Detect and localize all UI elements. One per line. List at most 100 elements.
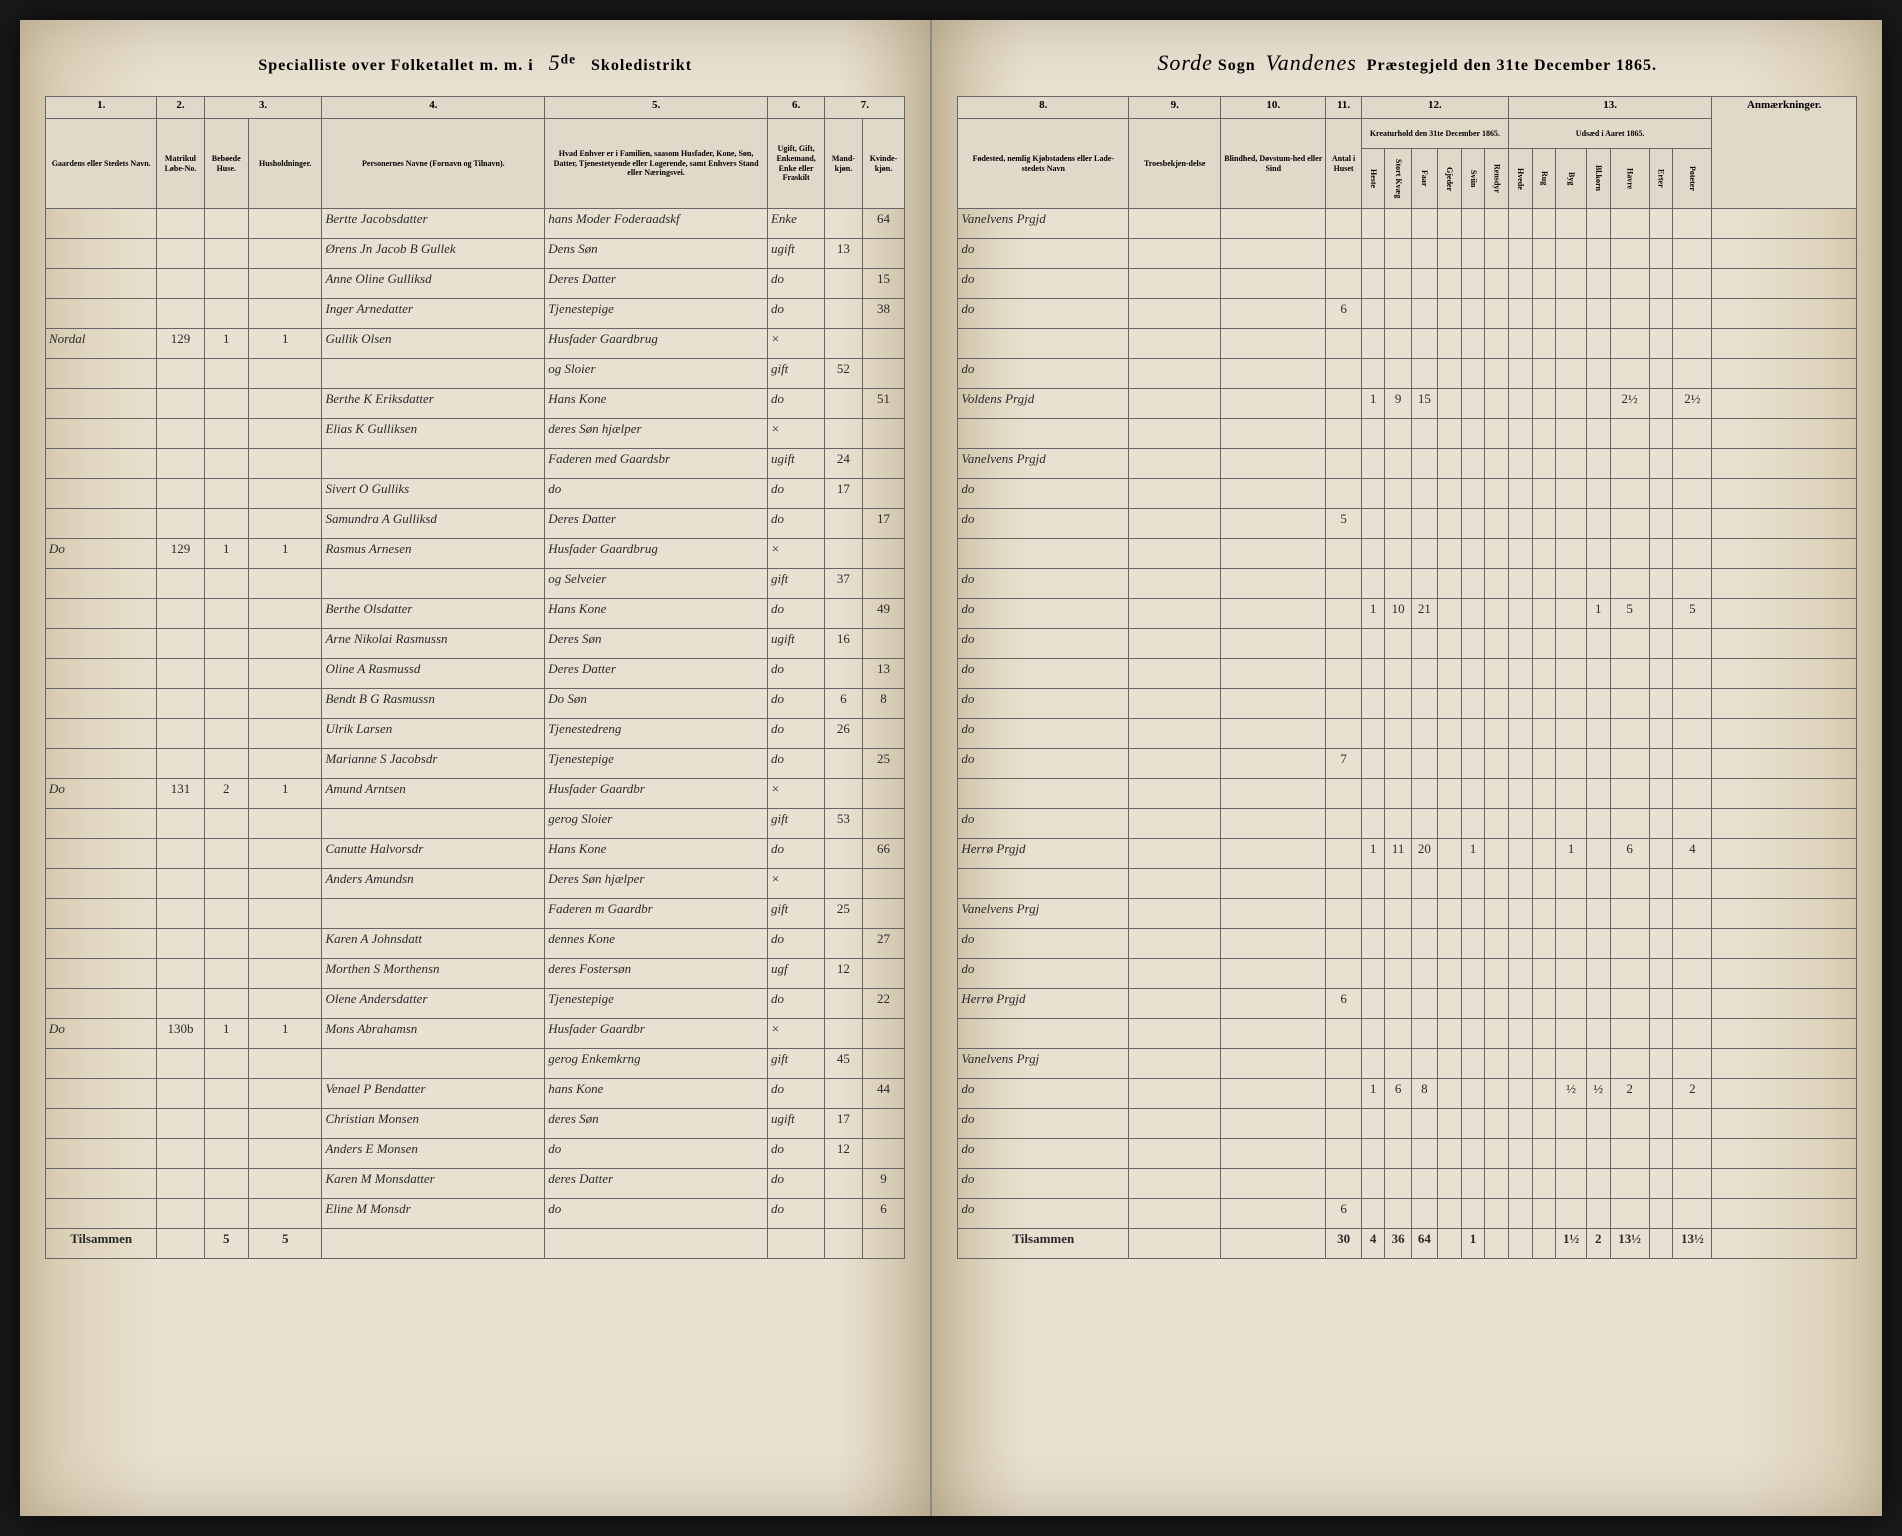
head-mand: Mand-kjøn.	[825, 119, 862, 209]
table-row	[958, 869, 1857, 899]
table-row: Nordal12911Gullik OlsenHusfader Gaardbru…	[46, 329, 905, 359]
head-huse: Bebøede Huse.	[204, 119, 248, 209]
col-7: 7.	[825, 97, 905, 119]
table-row: Vanelvens Prgj	[958, 1049, 1857, 1079]
head-antal: Antal i Huset	[1326, 119, 1361, 209]
head-udsaed: Udsæd i Aaret 1865.	[1509, 119, 1712, 149]
left-header: Specialliste over Folketallet m. m. i 5d…	[45, 50, 905, 76]
census-ledger-spread: Specialliste over Folketallet m. m. i 5d…	[20, 20, 1882, 1516]
subhead: Rensdyr	[1485, 149, 1509, 209]
subhead: Hvede	[1509, 149, 1533, 209]
head-anm: Anmærkninger.	[1712, 97, 1857, 209]
head-matrikul: Matrikul Løbe-No.	[157, 119, 204, 209]
table-row: Marianne S JacobsdrTjenestepigedo25	[46, 749, 905, 779]
table-row: do	[958, 809, 1857, 839]
subhead: Rug	[1532, 149, 1556, 209]
head-gift: Ugift, Gift, Enkemand, Enke eller Fraski…	[767, 119, 824, 209]
subhead: Sviin	[1461, 149, 1485, 209]
table-row	[958, 329, 1857, 359]
footer-label-r: Tilsammen	[958, 1229, 1129, 1259]
table-row: do6	[958, 1199, 1857, 1229]
table-row: Ulrik LarsenTjenestedrengdo26	[46, 719, 905, 749]
table-row: do11021155	[958, 599, 1857, 629]
head-kreatur: Kreaturhold den 31te December 1865.	[1361, 119, 1508, 149]
table-row	[958, 1019, 1857, 1049]
colnum-row: 1. 2. 3. 4. 5. 6. 7.	[46, 97, 905, 119]
table-row: do	[958, 719, 1857, 749]
table-row: Karen M Monsdatterderes Datterdo9	[46, 1169, 905, 1199]
table-row: Anders AmundsnDeres Søn hjælper×	[46, 869, 905, 899]
table-row: do7	[958, 749, 1857, 779]
table-row: do	[958, 959, 1857, 989]
col-12: 12.	[1361, 97, 1508, 119]
table-row: do	[958, 689, 1857, 719]
table-row: do5	[958, 509, 1857, 539]
table-row: Herrø Prgjd111201164	[958, 839, 1857, 869]
sogn-label: Sogn	[1218, 57, 1256, 74]
table-row: og Sloiergift52	[46, 359, 905, 389]
footer-row-left: Tilsammen 5 5	[46, 1229, 905, 1259]
col-1: 1.	[46, 97, 157, 119]
date-label: 31te December 1865.	[1497, 57, 1657, 74]
table-row: do	[958, 479, 1857, 509]
colnum-row-r: 8. 9. 10. 11. 12. 13. Anmærkninger.	[958, 97, 1857, 119]
header-suffix: Skoledistrikt	[591, 57, 692, 74]
table-row: do	[958, 629, 1857, 659]
table-row: Vanelvens Prgjd	[958, 449, 1857, 479]
table-row: do	[958, 569, 1857, 599]
right-header: Sorde Sogn Vandenes Præstegjeld den 31te…	[957, 50, 1857, 76]
col-6: 6.	[767, 97, 824, 119]
district-number: 5	[549, 50, 561, 75]
table-row: Faderen med Gaardsbrugift24	[46, 449, 905, 479]
table-row: Anne Oline GulliksdDeres Datterdo15	[46, 269, 905, 299]
table-row: Do12911Rasmus ArnesenHusfader Gaardbrug×	[46, 539, 905, 569]
table-row: do	[958, 269, 1857, 299]
table-row: og Selveiergift37	[46, 569, 905, 599]
table-row: Morthen S Morthensnderes Fostersønugf12	[46, 959, 905, 989]
col-11: 11.	[1326, 97, 1361, 119]
table-row: Do13121Amund ArntsenHusfader Gaardbr×	[46, 779, 905, 809]
head-hush: Husholdninger.	[248, 119, 322, 209]
col-3: 3.	[204, 97, 322, 119]
table-row: do	[958, 659, 1857, 689]
table-row: do	[958, 239, 1857, 269]
sogn-name: Sorde	[1157, 50, 1213, 75]
head-blind: Blindhed, Døvstum-hed eller Sind	[1221, 119, 1326, 209]
table-row: Do130b11Mons AbrahamsnHusfader Gaardbr×	[46, 1019, 905, 1049]
head-personnavn: Personernes Navne (Fornavn og Tilnavn).	[322, 119, 545, 209]
subhead: Erter	[1649, 149, 1673, 209]
subhead: Poteter	[1673, 149, 1712, 209]
table-row: Oline A RasmussdDeres Datterdo13	[46, 659, 905, 689]
subhead: Stort Kvæg	[1385, 149, 1411, 209]
table-row: Ørens Jn Jacob B GullekDens Sønugift13	[46, 239, 905, 269]
head-fodested: Fødested, nemlig Kjøbstadens eller Lade-…	[958, 119, 1129, 209]
table-row: Faderen m Gaardbrgift25	[46, 899, 905, 929]
census-table-left: 1. 2. 3. 4. 5. 6. 7. Gaardens eller Sted…	[45, 96, 905, 1259]
prgjeld-name: Vandenes	[1266, 50, 1357, 75]
subhead: Heste	[1361, 149, 1385, 209]
table-row: Inger ArnedatterTjenestepigedo38	[46, 299, 905, 329]
col-9: 9.	[1129, 97, 1221, 119]
subhead: Byg	[1556, 149, 1587, 209]
col-13: 13.	[1509, 97, 1712, 119]
subhead: Faar	[1411, 149, 1437, 209]
table-row: Samundra A GulliksdDeres Datterdo17	[46, 509, 905, 539]
table-row: do6	[958, 299, 1857, 329]
table-row: do	[958, 1109, 1857, 1139]
table-row: Bendt B G RasmussnDo Søndo68	[46, 689, 905, 719]
table-row: Herrø Prgjd6	[958, 989, 1857, 1019]
table-row	[958, 779, 1857, 809]
table-row: Elias K Gulliksenderes Søn hjælper×	[46, 419, 905, 449]
table-row: Berthe OlsdatterHans Konedo49	[46, 599, 905, 629]
table-row: gerog Enkemkrnggift45	[46, 1049, 905, 1079]
table-row: do	[958, 929, 1857, 959]
table-row: Christian Monsenderes Sønugift17	[46, 1109, 905, 1139]
table-row: gerog Sloiergift53	[46, 809, 905, 839]
col-2: 2.	[157, 97, 204, 119]
table-row: do	[958, 359, 1857, 389]
table-row: Sivert O Gulliksdodo17	[46, 479, 905, 509]
table-row: Anders E Monsendodo12	[46, 1139, 905, 1169]
table-row: Arne Nikolai RasmussnDeres Sønugift16	[46, 629, 905, 659]
subhead: Bl.korn	[1586, 149, 1610, 209]
subhead: Gjeder	[1438, 149, 1462, 209]
